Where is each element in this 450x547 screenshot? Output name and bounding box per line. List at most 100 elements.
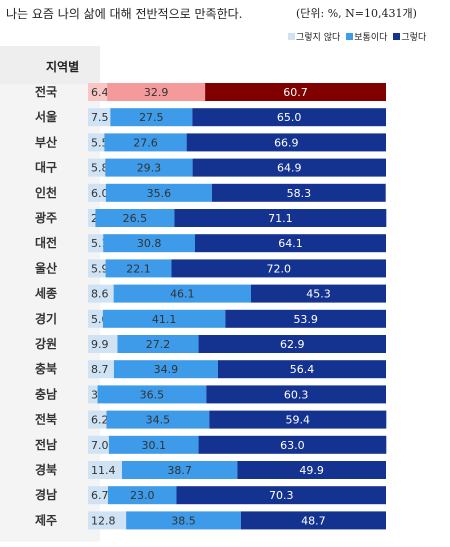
value-label-disagree: 8.7 [91, 363, 109, 376]
value-label-neutral: 34.5 [146, 414, 171, 427]
value-label-disagree: 7.0 [91, 439, 109, 452]
category-label: 경북 [35, 463, 57, 477]
bar-agree [171, 259, 386, 278]
chart-title: 나는 요즘 나의 삶에 대해 전반적으로 만족한다. [6, 7, 243, 21]
value-label-disagree: 12.8 [91, 514, 116, 527]
bar-neutral [126, 511, 241, 530]
category-label: 대구 [35, 161, 57, 175]
legend-label-disagree: 그렇지 않다 [296, 33, 341, 43]
bar-neutral [95, 209, 175, 227]
legend-item-disagree: 그렇지 않다 [288, 30, 340, 43]
bar-neutral [121, 461, 238, 479]
value-label-agree: 65.0 [277, 111, 302, 124]
bar-agree [194, 234, 386, 253]
bar-disagree [88, 486, 108, 505]
value-label-disagree: 5.5 [91, 136, 109, 149]
legend-item-agree: 그렇다 [393, 30, 426, 43]
value-label-neutral: 27.2 [146, 338, 171, 351]
bar-neutral [117, 335, 199, 353]
bar-disagree [88, 284, 114, 303]
value-label-neutral: 29.3 [137, 162, 162, 175]
value-label-neutral: 46.1 [170, 288, 195, 301]
category-label: 세종 [35, 286, 57, 301]
value-label-disagree: 6.4 [91, 86, 109, 99]
bar-agree [211, 183, 386, 202]
value-label-agree: 72.0 [266, 262, 291, 275]
value-label-neutral: 41.1 [152, 313, 177, 326]
value-label-neutral: 32.9 [144, 86, 169, 99]
value-label-neutral: 36.5 [140, 388, 165, 401]
value-label-disagree: 6.2 [91, 414, 109, 427]
value-label-neutral: 27.5 [139, 111, 164, 124]
value-label-agree: 64.9 [277, 162, 302, 175]
bar-neutral [108, 435, 199, 454]
value-label-disagree: 6.0 [91, 187, 109, 200]
bar-agree [237, 461, 386, 479]
value-label-agree: 48.7 [301, 514, 326, 527]
legend: 그렇지 않다 보통이다 그렇다 [288, 30, 426, 43]
bar-neutral [102, 309, 226, 328]
legend-swatch-disagree [288, 33, 295, 40]
value-label-agree: 70.3 [269, 489, 294, 502]
bar-agree [240, 511, 386, 530]
value-label-neutral: 23.0 [130, 489, 155, 502]
bar-disagree [88, 360, 114, 379]
value-label-agree: 45.3 [306, 288, 331, 301]
value-label-disagree: 5.8 [91, 162, 109, 175]
category-label: 대전 [35, 235, 57, 250]
bar-neutral [97, 385, 207, 404]
category-label: 광주 [35, 210, 57, 225]
value-label-neutral: 38.5 [171, 514, 196, 527]
bar-disagree [88, 158, 106, 177]
bar-agree [186, 133, 386, 152]
bar-neutral [106, 410, 210, 429]
bar-disagree [88, 234, 104, 253]
value-label-neutral: 35.6 [147, 187, 172, 200]
value-label-agree: 59.4 [286, 414, 311, 427]
value-label-agree: 63.0 [280, 439, 305, 452]
bar-agree [217, 360, 386, 379]
bar-disagree [88, 183, 106, 202]
value-label-agree: 60.3 [284, 388, 309, 401]
value-label-agree: 49.9 [299, 464, 324, 477]
category-label: 인천 [35, 185, 57, 200]
bar-agree [174, 209, 387, 227]
bar-neutral [107, 486, 177, 505]
category-label: 부산 [35, 134, 57, 149]
value-label-agree: 53.9 [293, 313, 318, 326]
category-label: 울산 [35, 260, 57, 275]
category-label: 전국 [35, 84, 57, 99]
category-label: 서울 [35, 109, 57, 124]
value-label-disagree: 7.5 [91, 111, 109, 124]
value-label-neutral: 22.1 [126, 262, 151, 275]
unit-note: (단위: %, N=10,431개) [296, 7, 417, 20]
value-label-agree: 58.3 [287, 187, 312, 200]
bar-neutral [104, 133, 187, 152]
bar-disagree [88, 83, 108, 101]
category-label: 충북 [35, 361, 57, 376]
legend-label-neutral: 보통이다 [354, 33, 388, 43]
value-label-disagree: 8.6 [91, 288, 109, 301]
bar-neutral [113, 284, 252, 303]
category-label: 강원 [35, 337, 57, 351]
value-label-neutral: 34.9 [154, 363, 179, 376]
bar-neutral [107, 83, 206, 101]
value-label-disagree: 11.4 [91, 464, 116, 477]
value-label-neutral: 30.8 [137, 237, 162, 250]
bar-disagree [88, 209, 96, 227]
value-label-agree: 56.4 [290, 363, 315, 376]
bar-disagree [88, 461, 122, 479]
bar-neutral [110, 108, 193, 127]
value-label-agree: 60.7 [283, 86, 308, 99]
bar-neutral [105, 183, 212, 202]
bar-disagree [88, 511, 127, 530]
value-label-agree: 62.9 [280, 338, 305, 351]
legend-swatch-neutral [346, 33, 354, 40]
bar-neutral [103, 234, 195, 253]
value-label-neutral: 30.1 [141, 439, 166, 452]
value-label-neutral: 38.7 [167, 464, 192, 477]
legend-label-agree: 그렇다 [401, 33, 427, 43]
bar-agree [198, 335, 386, 353]
bar-disagree [88, 108, 111, 127]
